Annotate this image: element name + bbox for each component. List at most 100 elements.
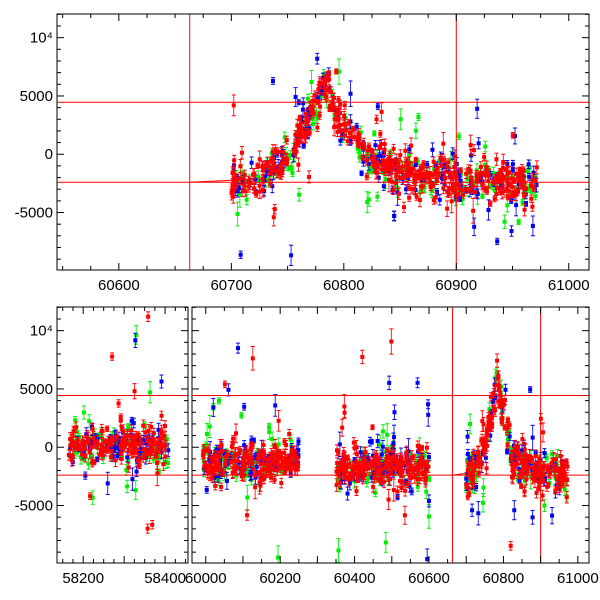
data-point xyxy=(406,185,411,190)
data-point xyxy=(468,468,473,473)
data-point xyxy=(533,194,538,199)
data-point xyxy=(392,410,397,415)
data-point xyxy=(338,129,343,134)
data-point xyxy=(260,188,265,193)
data-point xyxy=(516,467,521,472)
data-point xyxy=(550,452,555,457)
data-point xyxy=(537,477,542,482)
data-point xyxy=(385,432,390,437)
data-point xyxy=(498,187,503,192)
data-point xyxy=(415,484,420,489)
x-tick-label: 60800 xyxy=(323,277,365,294)
data-point xyxy=(448,171,453,176)
data-point xyxy=(425,162,430,167)
data-point xyxy=(346,120,351,125)
data-point xyxy=(374,117,379,122)
data-point xyxy=(420,184,425,189)
data-point xyxy=(289,164,294,169)
data-point xyxy=(267,171,272,176)
data-point xyxy=(152,444,157,449)
data-point xyxy=(251,172,256,177)
data-point xyxy=(494,157,499,162)
data-point xyxy=(492,196,497,201)
data-point xyxy=(295,123,300,128)
data-point xyxy=(510,162,515,167)
data-point xyxy=(233,181,238,186)
data-point xyxy=(456,134,461,139)
data-point xyxy=(399,170,404,175)
data-point xyxy=(350,135,355,140)
data-point xyxy=(389,160,394,165)
data-point xyxy=(315,125,320,130)
data-point xyxy=(413,172,418,177)
data-point xyxy=(356,132,361,137)
data-point xyxy=(562,487,567,492)
data-point xyxy=(166,461,171,466)
data-point xyxy=(87,419,92,424)
data-point xyxy=(369,148,374,153)
data-point xyxy=(220,456,225,461)
data-point xyxy=(336,69,341,74)
data-point xyxy=(414,459,419,464)
data-point xyxy=(293,132,298,137)
data-point xyxy=(295,130,300,135)
data-point xyxy=(367,472,372,477)
data-point xyxy=(306,96,311,101)
data-point xyxy=(412,186,417,191)
data-point xyxy=(364,153,369,158)
data-point xyxy=(421,174,426,179)
data-point xyxy=(434,179,439,184)
data-point xyxy=(502,189,507,194)
data-point xyxy=(265,160,270,165)
data-point xyxy=(480,500,485,505)
data-point xyxy=(373,143,378,148)
data-point xyxy=(267,430,272,435)
data-point xyxy=(379,142,384,147)
data-point xyxy=(401,205,406,210)
data-point xyxy=(381,470,386,475)
data-point xyxy=(403,173,408,178)
data-point xyxy=(235,189,240,194)
data-point xyxy=(471,208,476,213)
data-point xyxy=(391,441,396,446)
data-point xyxy=(542,503,547,508)
plot-area xyxy=(66,311,570,563)
x-tick-label: 60700 xyxy=(210,277,252,294)
data-point xyxy=(413,128,418,133)
data-point xyxy=(78,455,83,460)
data-point xyxy=(217,398,222,403)
data-point xyxy=(163,459,168,464)
data-point xyxy=(514,203,519,208)
data-point xyxy=(279,469,284,474)
data-point xyxy=(397,165,402,170)
data-point xyxy=(159,379,164,384)
data-point xyxy=(555,454,560,459)
data-point xyxy=(307,126,312,131)
data-point xyxy=(278,161,283,166)
data-point xyxy=(237,192,242,197)
data-point xyxy=(463,187,468,192)
data-point xyxy=(317,81,322,86)
data-point xyxy=(504,186,509,191)
data-point xyxy=(377,145,382,150)
data-point xyxy=(419,174,424,179)
data-point xyxy=(474,172,479,177)
data-point xyxy=(453,182,458,187)
data-point xyxy=(81,449,86,454)
data-point xyxy=(410,166,415,171)
data-point xyxy=(134,332,139,337)
data-point xyxy=(252,186,257,191)
data-point xyxy=(288,437,293,442)
data-point xyxy=(386,178,391,183)
x-tick-label: 60600 xyxy=(98,277,140,294)
data-point xyxy=(447,186,452,191)
data-point xyxy=(315,95,320,100)
data-point xyxy=(476,141,481,146)
data-point xyxy=(430,173,435,178)
x-tick-label: 60900 xyxy=(435,277,477,294)
data-point xyxy=(507,434,512,439)
data-point xyxy=(409,170,414,175)
data-point xyxy=(238,164,243,169)
data-point xyxy=(288,153,293,158)
